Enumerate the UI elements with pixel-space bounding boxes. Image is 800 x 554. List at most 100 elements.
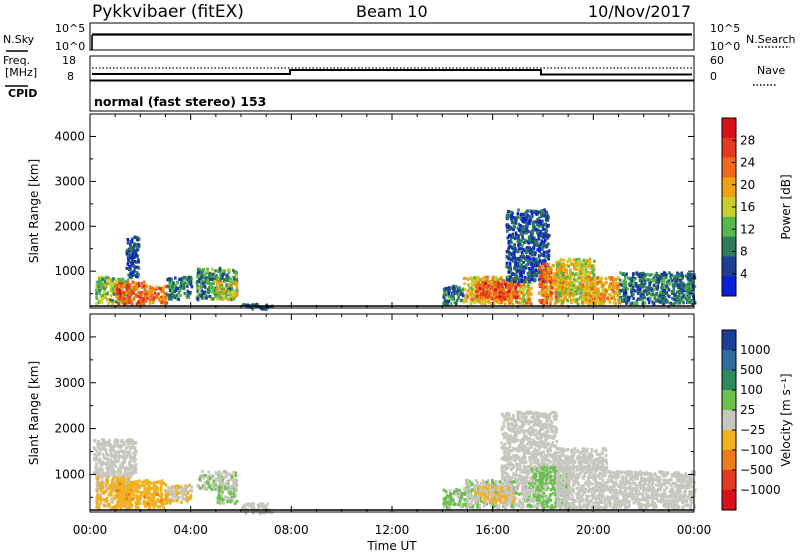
data-cell <box>501 298 505 303</box>
data-cell <box>520 273 523 277</box>
data-cell <box>594 289 598 293</box>
data-cell <box>122 475 126 479</box>
data-cell <box>155 485 158 489</box>
data-cell <box>103 482 107 486</box>
data-cell <box>179 277 183 282</box>
data-cell <box>508 267 512 271</box>
freq-label: Freq. <box>3 54 30 67</box>
data-cell <box>138 486 141 490</box>
data-cell <box>177 290 181 294</box>
data-cell <box>542 227 545 231</box>
colorbar-bin <box>722 236 736 257</box>
data-cell <box>256 503 260 507</box>
data-cell <box>127 443 130 447</box>
data-cell <box>533 278 537 282</box>
data-cell <box>122 460 125 464</box>
data-cell <box>470 282 474 286</box>
data-cell <box>514 285 518 289</box>
data-cell <box>138 283 141 287</box>
data-cell <box>518 247 521 251</box>
data-cell <box>202 282 205 287</box>
data-cell <box>465 484 469 488</box>
data-cell <box>208 294 211 298</box>
data-cell <box>111 465 114 469</box>
data-cell <box>515 299 518 303</box>
data-cell <box>621 298 624 302</box>
data-cell <box>596 282 599 286</box>
data-cell <box>105 451 108 455</box>
data-cell <box>472 278 476 282</box>
data-cell <box>519 212 523 217</box>
data-cell <box>666 300 669 304</box>
data-cell <box>592 273 596 277</box>
data-cell <box>513 243 516 247</box>
data-cell <box>149 289 153 293</box>
data-cell <box>572 258 576 262</box>
data-cell <box>155 295 158 299</box>
data-cell <box>467 487 471 491</box>
data-cell <box>690 286 693 290</box>
data-cell <box>586 301 590 305</box>
data-cell <box>131 253 135 257</box>
data-cell <box>473 281 477 285</box>
data-cell <box>243 505 247 510</box>
data-cell <box>663 296 667 300</box>
data-cell <box>137 258 140 262</box>
data-cell <box>609 277 613 281</box>
data-cell <box>505 225 509 230</box>
data-cell <box>533 271 537 276</box>
data-cell <box>470 500 473 504</box>
data-cell <box>128 456 132 460</box>
data-cell <box>104 448 108 452</box>
data-cell <box>598 296 602 300</box>
data-cell <box>623 274 627 278</box>
data-cell <box>107 453 110 457</box>
noise-tick-right-bottom: 10^0 <box>710 40 740 53</box>
data-cell <box>98 291 101 295</box>
data-cell <box>210 475 214 479</box>
data-cell <box>676 271 679 275</box>
data-cell <box>538 254 541 258</box>
data-cell <box>492 293 496 297</box>
data-cell <box>180 283 184 287</box>
data-cell <box>585 258 588 263</box>
data-cell <box>589 302 592 306</box>
data-cell <box>178 485 182 489</box>
data-cell <box>446 500 450 505</box>
data-cell <box>521 219 524 223</box>
data-cell <box>519 232 523 236</box>
data-cell <box>123 485 127 489</box>
colorbar-bin <box>722 118 736 139</box>
data-cell <box>209 286 213 290</box>
data-cell <box>443 299 447 303</box>
data-cell <box>477 275 480 279</box>
data-cell <box>516 236 520 240</box>
data-cell <box>146 289 150 293</box>
data-cell <box>217 276 220 280</box>
data-cell <box>217 287 220 291</box>
data-cell <box>527 289 531 293</box>
data-cell <box>558 283 562 287</box>
data-cell <box>560 276 563 280</box>
data-cell <box>646 297 650 301</box>
data-cell <box>103 474 106 478</box>
data-cell <box>234 486 238 490</box>
data-cell <box>509 265 512 269</box>
data-cell <box>171 285 174 289</box>
data-cell <box>573 266 576 270</box>
data-cell <box>231 489 235 493</box>
data-cell <box>652 279 656 283</box>
data-cell <box>522 212 526 216</box>
data-cell <box>214 293 217 297</box>
data-cell <box>213 272 216 277</box>
data-cell <box>478 286 482 291</box>
data-cell <box>536 248 539 252</box>
data-cell <box>693 284 697 289</box>
data-cell <box>545 297 549 301</box>
data-cell <box>576 260 580 264</box>
data-cell <box>529 218 533 222</box>
data-cell <box>485 278 488 282</box>
data-cell <box>491 286 495 291</box>
data-cell <box>449 492 452 496</box>
data-cell <box>676 284 679 288</box>
